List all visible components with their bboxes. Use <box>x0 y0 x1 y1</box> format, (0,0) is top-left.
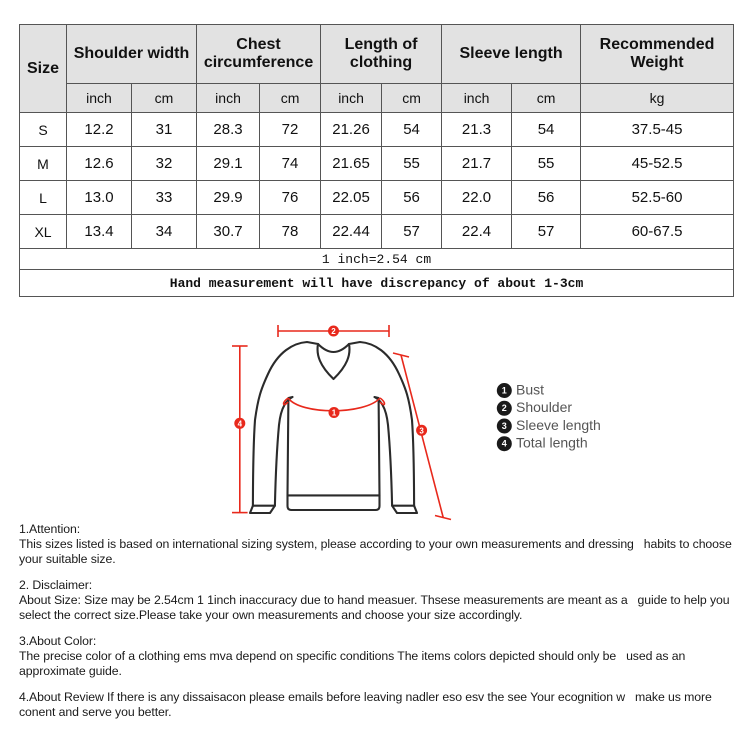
svg-text:Shoulder: Shoulder <box>516 399 572 415</box>
svg-text:2: 2 <box>502 403 507 413</box>
svg-text:Total length: Total length <box>516 435 588 451</box>
svg-text:1: 1 <box>502 385 507 395</box>
svg-text:Sleeve length: Sleeve length <box>516 417 601 433</box>
svg-text:4: 4 <box>502 439 507 449</box>
svg-text:4: 4 <box>238 419 243 428</box>
svg-text:Bust: Bust <box>516 381 544 397</box>
svg-text:1: 1 <box>332 409 337 418</box>
svg-text:3: 3 <box>419 426 424 435</box>
svg-text:3: 3 <box>502 421 507 431</box>
svg-text:2: 2 <box>331 327 336 336</box>
